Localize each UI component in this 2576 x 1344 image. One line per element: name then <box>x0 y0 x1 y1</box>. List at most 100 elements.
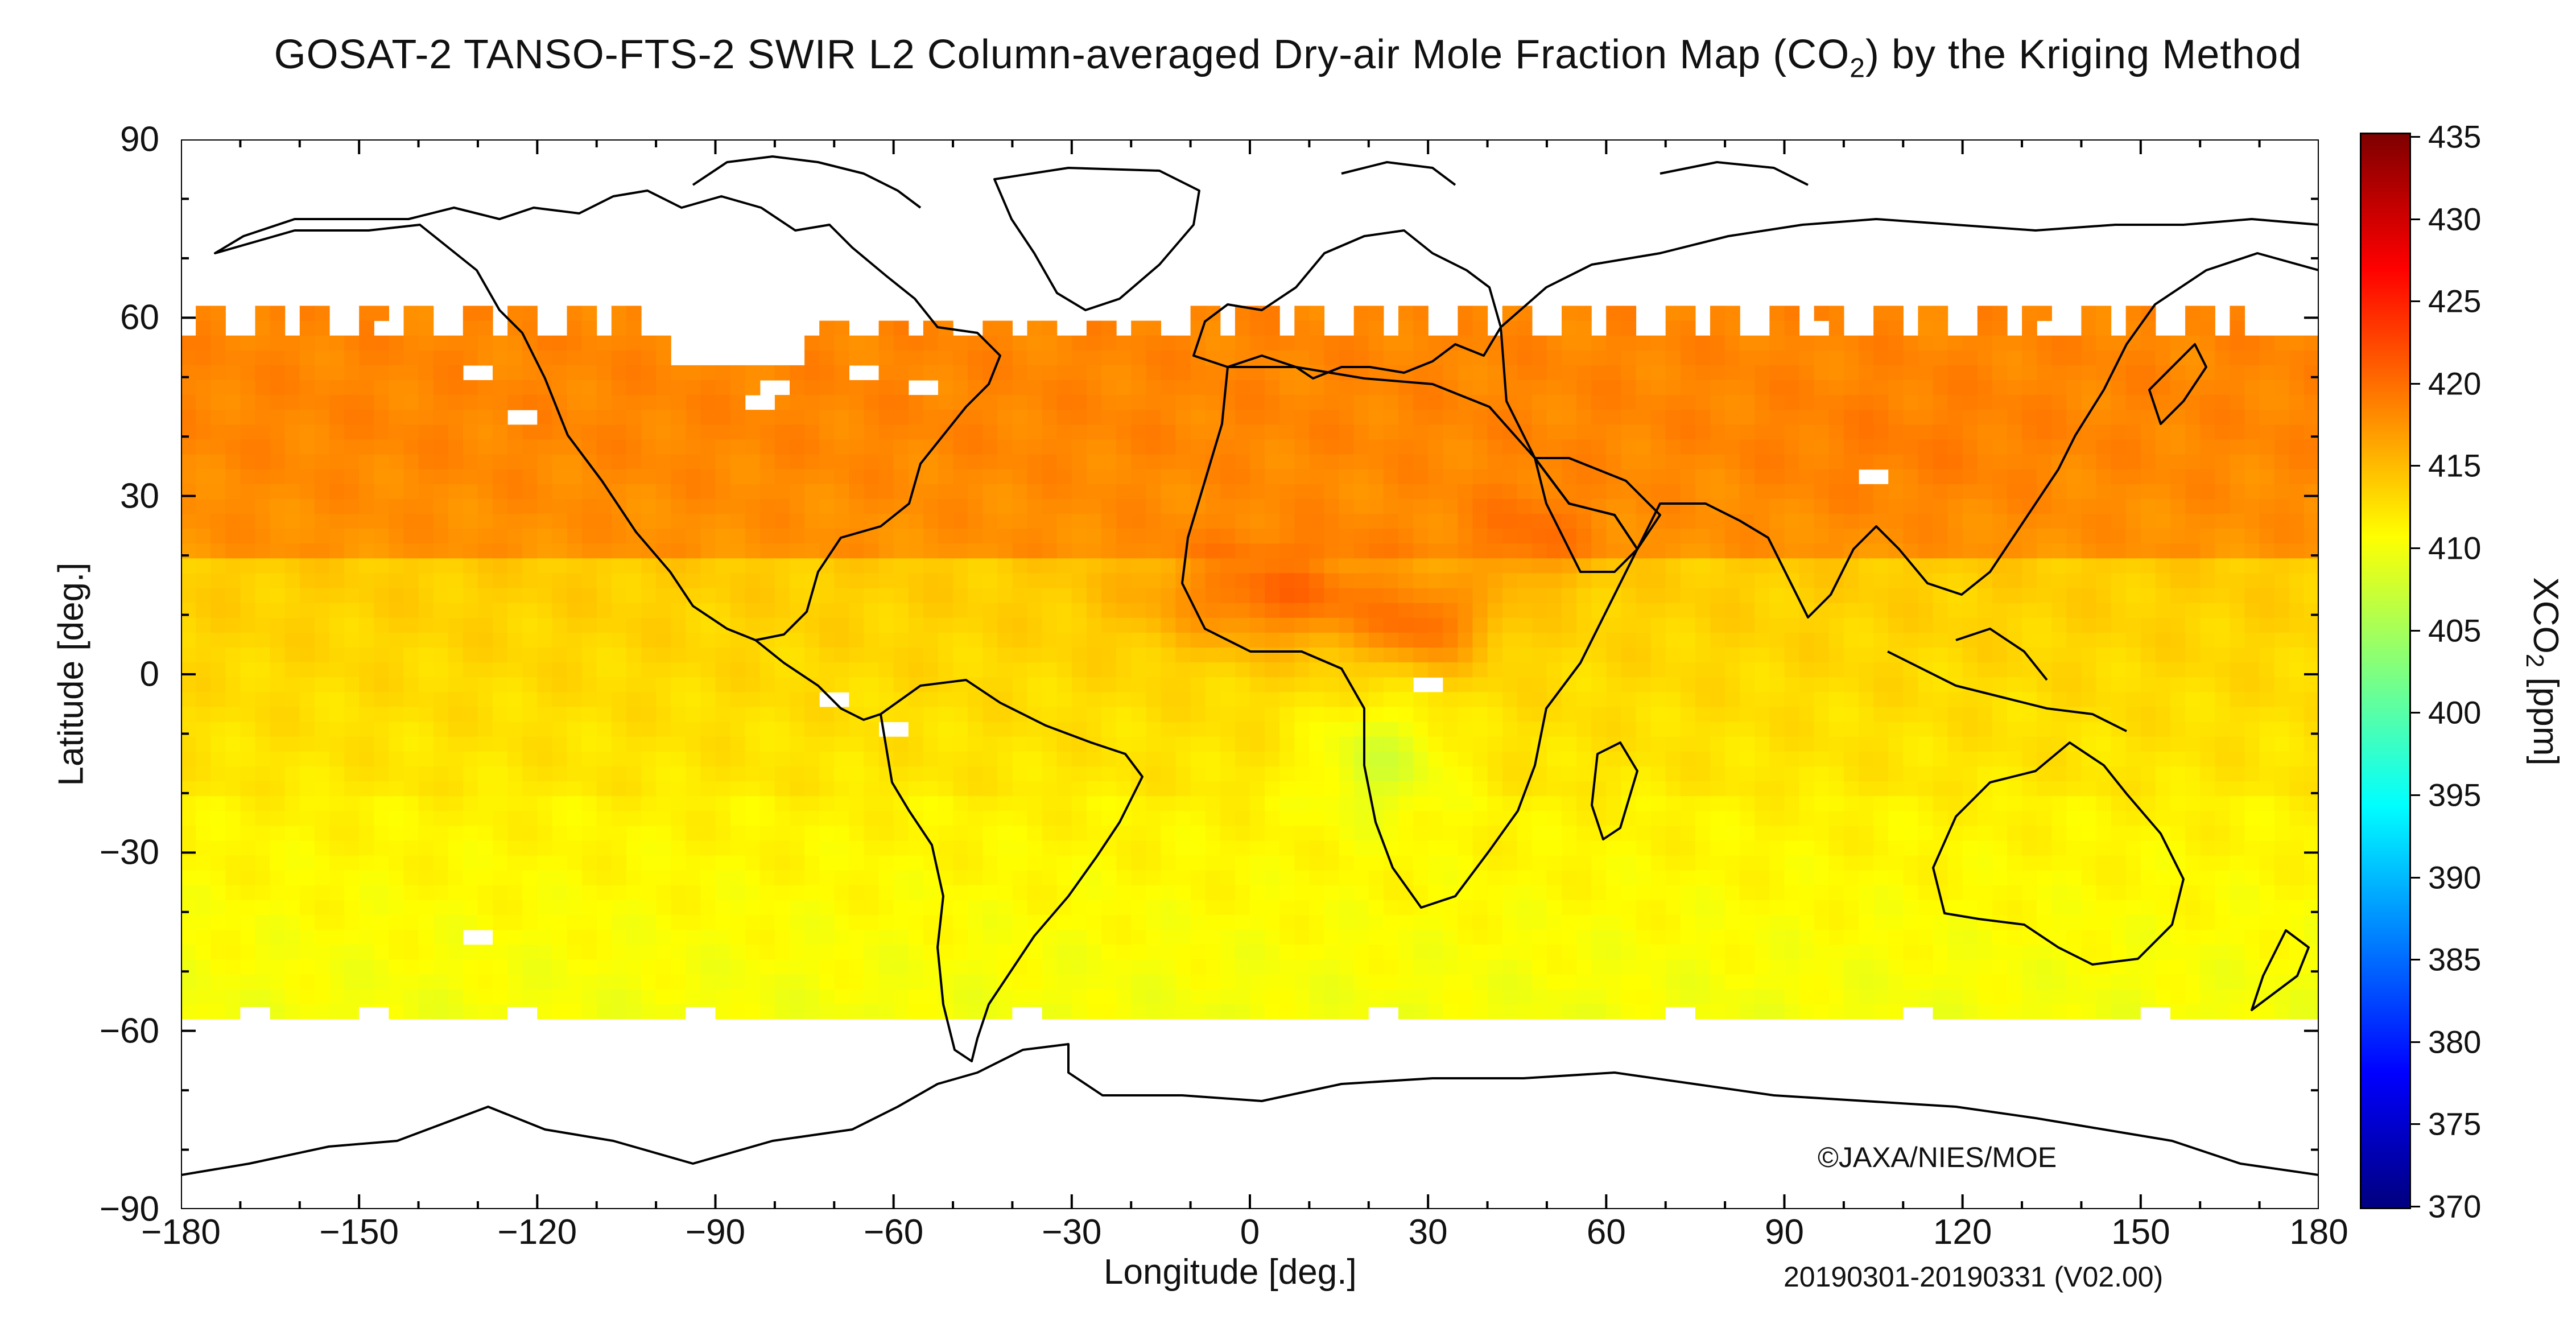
grid-cell <box>730 424 746 440</box>
grid-cell <box>2007 365 2022 381</box>
grid-cell <box>567 350 583 366</box>
grid-cell <box>329 395 345 410</box>
grid-cell <box>1443 751 1458 767</box>
grid-cell <box>1131 320 1146 336</box>
grid-cell <box>1725 751 1740 767</box>
grid-cell <box>611 469 627 485</box>
grid-cell <box>284 395 300 410</box>
grid-cell <box>1859 826 1874 841</box>
grid-cell <box>196 707 211 723</box>
grid-cell <box>1265 424 1280 440</box>
grid-cell <box>1175 632 1191 648</box>
grid-cell <box>1309 380 1325 395</box>
grid-cell <box>1621 603 1637 619</box>
grid-cell <box>2096 410 2112 425</box>
grid-cell <box>1368 380 1384 395</box>
grid-cell <box>1161 811 1176 826</box>
grid-cell <box>759 736 775 752</box>
grid-cell <box>1265 439 1280 455</box>
grid-cell <box>2244 677 2260 692</box>
grid-cell <box>2185 751 2201 767</box>
grid-cell <box>1027 498 1043 514</box>
grid-cell <box>1131 395 1146 410</box>
grid-cell <box>299 573 315 589</box>
grid-cell <box>893 617 909 633</box>
grid-cell <box>2274 617 2290 633</box>
grid-cell <box>1042 603 1058 619</box>
grid-cell <box>2037 692 2052 707</box>
grid-cell <box>1175 766 1191 782</box>
grid-cell <box>1650 365 1666 381</box>
grid-cell <box>1680 558 1696 574</box>
grid-cell <box>730 736 746 752</box>
grid-cell <box>1710 424 1725 440</box>
grid-cell <box>1828 350 1844 366</box>
grid-cell <box>2066 484 2082 500</box>
grid-cell <box>1562 692 1577 707</box>
grid-cell <box>1324 781 1340 797</box>
grid-cell <box>1116 410 1132 425</box>
grid-cell <box>982 498 998 514</box>
grid-cell <box>2244 751 2260 767</box>
grid-cell <box>344 395 360 410</box>
grid-cell <box>1977 707 1993 723</box>
grid-cell <box>1353 320 1369 336</box>
grid-cell <box>1755 677 1770 692</box>
grid-cell <box>1443 588 1458 604</box>
grid-cell <box>2185 558 2201 574</box>
grid-cell <box>181 395 196 410</box>
grid-cell <box>2155 707 2171 723</box>
grid-cell <box>1859 632 1874 648</box>
grid-cell <box>1873 320 1889 336</box>
grid-cell <box>1962 648 1978 663</box>
grid-cell <box>1309 439 1325 455</box>
grid-cell <box>1650 439 1666 455</box>
grid-cell <box>804 484 820 500</box>
grid-cell <box>567 395 583 410</box>
grid-cell <box>923 350 939 366</box>
grid-cell <box>1413 306 1429 321</box>
grid-cell <box>240 410 256 425</box>
grid-cell <box>730 558 746 574</box>
grid-cell <box>1012 751 1028 767</box>
grid-cell <box>1353 662 1369 678</box>
grid-cell <box>2125 498 2141 514</box>
grid-cell <box>968 335 983 351</box>
grid-cell <box>1116 781 1132 797</box>
grid-cell <box>1755 410 1770 425</box>
grid-cell <box>1472 469 1488 485</box>
grid-cell <box>270 751 286 767</box>
grid-cell <box>359 588 374 604</box>
grid-cell <box>196 692 211 707</box>
grid-cell <box>1710 529 1725 544</box>
grid-cell <box>1903 514 1918 529</box>
grid-cell <box>567 514 583 529</box>
grid-cell <box>240 781 256 797</box>
grid-cell <box>2289 617 2305 633</box>
grid-cell <box>1799 410 1815 425</box>
grid-cell <box>181 707 196 723</box>
grid-cell <box>448 796 464 811</box>
grid-cell <box>2007 781 2022 797</box>
grid-cell <box>1279 454 1295 470</box>
grid-cell <box>329 617 345 633</box>
grid-cell <box>2274 736 2290 752</box>
grid-cell <box>1903 498 1918 514</box>
grid-cell <box>522 498 538 514</box>
grid-cell <box>1695 410 1711 425</box>
grid-cell <box>1814 751 1830 767</box>
grid-cell <box>1116 498 1132 514</box>
grid-cell <box>1814 692 1830 707</box>
grid-cell <box>1903 469 1918 485</box>
grid-cell <box>1161 439 1176 455</box>
grid-cell <box>1220 529 1236 544</box>
grid-cell <box>626 410 642 425</box>
grid-cell <box>1012 662 1028 678</box>
grid-cell <box>1665 811 1681 826</box>
grid-cell <box>2111 632 2127 648</box>
grid-cell <box>581 543 597 559</box>
grid-cell <box>1873 484 1889 500</box>
grid-cell <box>834 454 849 470</box>
grid-cell <box>1175 410 1191 425</box>
grid-cell <box>1339 796 1355 811</box>
